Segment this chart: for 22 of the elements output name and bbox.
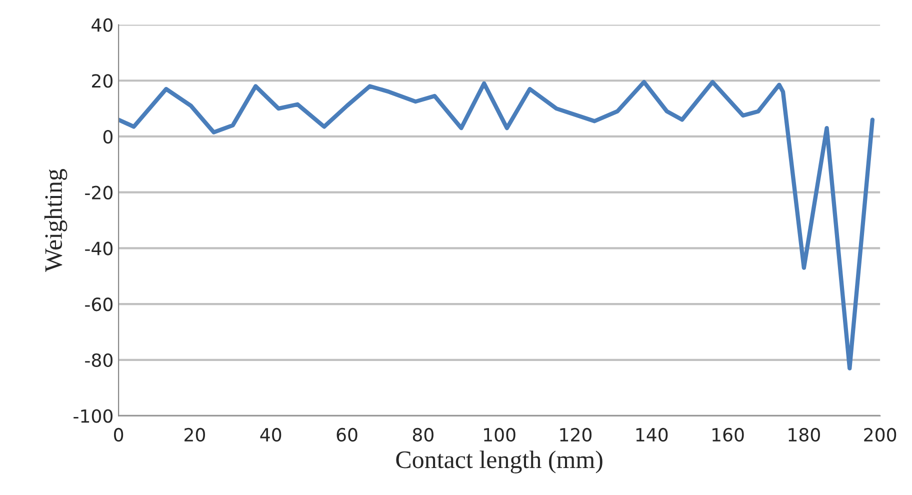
y-tick-label: -60: [85, 298, 112, 312]
y-tick-label: 0: [103, 130, 112, 144]
x-tick-label: 60: [336, 428, 358, 442]
y-tick-label: -80: [85, 353, 112, 368]
y-tick-label: -40: [85, 242, 112, 256]
x-tick-label: 80: [412, 428, 434, 442]
x-tick-label: 40: [260, 428, 282, 442]
x-tick-label: 160: [712, 428, 744, 442]
x-tick-label: 20: [184, 428, 205, 442]
x-tick-label: 140: [636, 428, 668, 442]
x-tick-label: 0: [114, 428, 124, 442]
x-tick-label: 180: [788, 428, 820, 442]
y-axis-title: Weighting: [44, 168, 68, 272]
y-tick-label: 20: [92, 74, 112, 88]
line-series: [118, 80, 875, 370]
x-tick-label: 100: [484, 428, 516, 442]
y-tick-label: -20: [85, 186, 112, 200]
y-tick-label: 40: [92, 18, 112, 32]
x-tick-label: 200: [864, 428, 896, 442]
y-tick-label: -100: [74, 409, 112, 423]
x-tick-label: 120: [560, 428, 592, 442]
x-axis-title: Contact length (mm): [396, 450, 602, 474]
